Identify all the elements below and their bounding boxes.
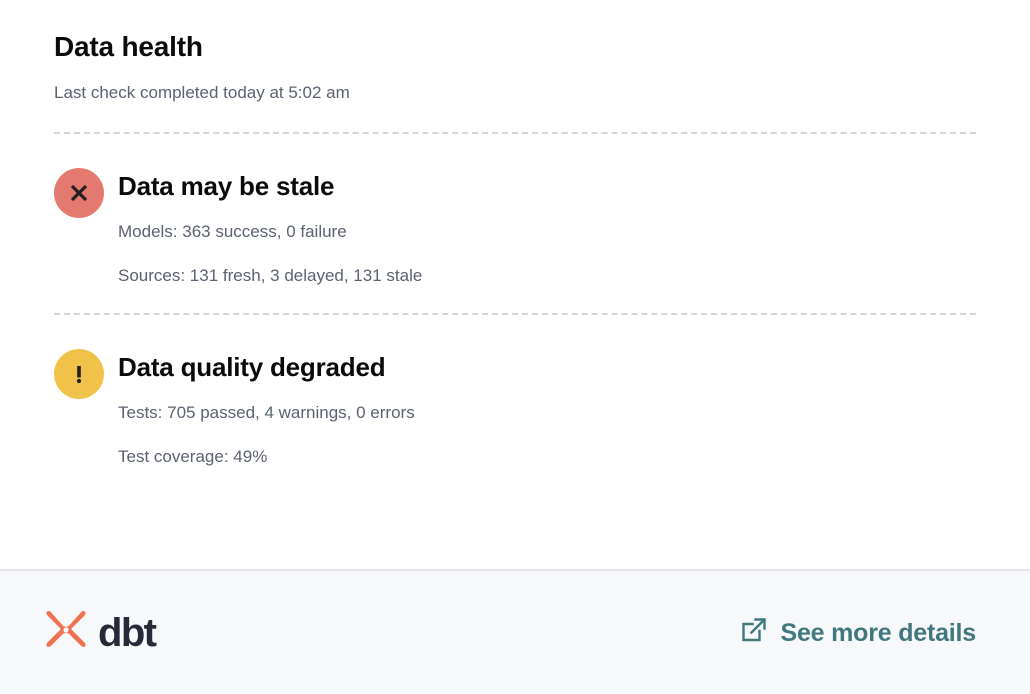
dbt-brand: dbt xyxy=(44,608,157,657)
divider-middle xyxy=(54,313,976,315)
card-body: Data health Last check completed today a… xyxy=(54,31,976,468)
dbt-logo-icon xyxy=(44,608,88,657)
page-title: Data health xyxy=(54,31,203,62)
last-check-subtitle: Last check completed today at 5:02 am xyxy=(54,83,350,102)
status-line-models: Models: 363 success, 0 failure xyxy=(118,222,347,241)
divider-top xyxy=(54,132,976,134)
status-block-stale: Data may be stale Models: 363 success, 0… xyxy=(54,134,976,287)
status-title: Data may be stale xyxy=(118,171,335,201)
status-text-quality: Data quality degraded Tests: 705 passed,… xyxy=(104,347,415,468)
error-x-circle-icon xyxy=(54,168,104,218)
external-link-icon xyxy=(740,616,768,649)
status-line-coverage: Test coverage: 49% xyxy=(118,447,268,466)
warning-exclamation-circle-icon xyxy=(54,349,104,399)
dbt-wordmark: dbt xyxy=(98,610,157,655)
status-title: Data quality degraded xyxy=(118,352,386,382)
see-more-details-link[interactable]: See more details xyxy=(740,616,976,649)
status-block-quality: Data quality degraded Tests: 705 passed,… xyxy=(54,315,976,468)
status-text-stale: Data may be stale Models: 363 success, 0… xyxy=(104,166,422,287)
status-line-tests: Tests: 705 passed, 4 warnings, 0 errors xyxy=(118,403,415,422)
card-footer: dbt See more details xyxy=(0,569,1030,694)
see-more-details-label: See more details xyxy=(780,618,976,647)
spacer xyxy=(54,287,976,313)
status-line-sources: Sources: 131 fresh, 3 delayed, 131 stale xyxy=(118,266,423,285)
